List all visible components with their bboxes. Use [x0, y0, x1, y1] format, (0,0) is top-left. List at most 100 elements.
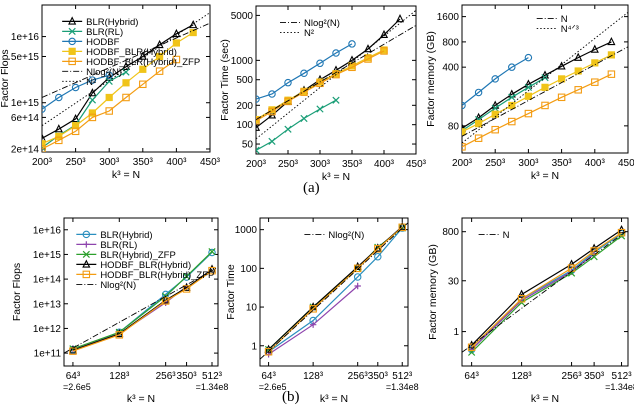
data-point-a1-0 [121, 61, 131, 70]
legend-marker-b1 [82, 230, 91, 239]
y-tick-label-b2: 1 [251, 341, 257, 352]
legend-entry-b1: HODBF_BLR(Hybrid)_ZFP [100, 270, 214, 281]
y-tick-label-a2: 500 [236, 75, 253, 86]
caption-b: (b) [282, 389, 300, 405]
data-point-a2-1 [316, 105, 324, 113]
chart-b2: 64³=2.6e5 128³ 256³ 350³ 512³=1.34e8 1 10 100 10… [225, 217, 419, 405]
x-tick-label-b3: 256³ [562, 371, 583, 382]
legend-marker-a1 [68, 16, 77, 25]
data-point-a3-4 [491, 125, 499, 134]
data-point-a2-1 [268, 137, 276, 145]
x-tick-label-b1: 256³ [156, 371, 177, 382]
legend-entry-b1: Nlog²(N) [100, 280, 136, 291]
data-point-a1-2 [71, 83, 80, 92]
y-tick-label-a2: 100 [236, 120, 253, 131]
data-point-a2-1 [332, 96, 340, 104]
x-tick-label-b1: 64³ [66, 371, 81, 382]
x-tick-label-b2: 512³ [392, 371, 413, 382]
series-group-a3 [462, 11, 628, 151]
data-point-b2-4 [309, 305, 317, 313]
data-point-a3-4 [508, 117, 516, 126]
y-tick-label-a1: 2e+14 [11, 144, 40, 155]
y-axis-label-a1: Factor Flops [0, 49, 11, 107]
series-line-a1-0 [42, 24, 194, 139]
data-point-a2-4 [380, 47, 388, 55]
data-point-a3-2 [524, 53, 533, 62]
data-point-a3-1 [491, 104, 499, 112]
plot-frame-a3 [461, 4, 629, 154]
y-tick-label-b2: 10 [246, 303, 258, 314]
x-tick-label-a1: 450³ [200, 157, 221, 168]
data-point-b2-0 [353, 273, 362, 281]
data-point-b1-4 [161, 297, 170, 305]
series-line-a2-5 [256, 25, 416, 120]
x-tick-label-b2: 128³ [303, 371, 324, 382]
data-point-a1-3 [88, 109, 96, 117]
x-tick-label-a2: 450³ [406, 159, 427, 170]
y-axis-label-b3: Factor memory (GB) [427, 244, 439, 340]
data-point-a2-2 [300, 69, 308, 78]
y-tick-label-b2: 1000 [235, 225, 258, 236]
data-point-a1-0 [54, 124, 63, 133]
data-point-a3-3 [607, 51, 616, 59]
x-tick-label-b1: 512³ [202, 371, 223, 382]
legend-marker-b1 [83, 241, 90, 248]
data-point-a1-0 [138, 51, 147, 60]
data-point-a3-3 [474, 120, 483, 128]
x-tick-label-a2: 350³ [342, 159, 363, 170]
data-point-a3-0 [607, 36, 616, 46]
y-tick-label-a3: 400 [442, 63, 459, 74]
x-axis-label-b2: k³ = N [320, 393, 348, 405]
data-point-a3-4 [591, 78, 599, 86]
x-axis-label-a1: k³ = N [112, 169, 140, 181]
x-tick-label-b1: 128³ [109, 371, 130, 382]
x-tick-label-a1: 250³ [66, 157, 87, 168]
chart-b1: 64³=2.6e5 128³ 256³ 350³ 512³=1.34e8 1e+11 1e+… [11, 217, 228, 405]
data-point-b1-0 [208, 248, 216, 257]
y-tick-label-b1: 1e+16 [33, 225, 62, 236]
x-tick-label-b2: 350³ [368, 371, 389, 382]
data-point-a1-0 [189, 19, 198, 29]
data-point-b1-2 [182, 272, 191, 280]
x-axis-label-b1: k³ = N [127, 393, 155, 405]
data-point-a3-1 [524, 83, 533, 91]
data-point-a1-3 [55, 132, 63, 140]
legend-entry-b1: BLR(Hybrid)_ZFP [100, 250, 176, 261]
legend-marker-a1 [68, 47, 76, 55]
data-point-b1-4 [69, 347, 77, 355]
x-tick-label-b2: 64³ [261, 371, 276, 382]
data-point-a3-3 [574, 67, 582, 75]
x-axis-label-a2: k³ = N [322, 171, 350, 183]
data-point-a2-1 [300, 114, 308, 123]
data-point-a1-3 [189, 28, 197, 37]
data-point-a3-0 [574, 52, 583, 61]
data-point-a1-4 [71, 127, 80, 136]
data-point-a2-2 [256, 95, 260, 103]
data-point-a1-4 [139, 80, 147, 89]
data-point-a3-3 [591, 59, 599, 67]
series-line-b1-3 [72, 268, 213, 351]
data-point-b2-4 [374, 245, 382, 253]
y-tick-label-a3: 80 [448, 121, 460, 132]
data-point-a2-4 [348, 63, 356, 72]
data-point-a1-3 [172, 39, 180, 47]
plot-frame-b3 [461, 217, 629, 367]
data-point-a2-4 [256, 117, 260, 125]
series-line-a3-3 [462, 54, 612, 133]
data-point-a1-4 [88, 113, 97, 122]
data-point-a2-0 [363, 44, 373, 53]
data-point-b2-1 [309, 321, 317, 328]
data-point-a3-4 [462, 143, 466, 151]
x-tick-label-b3: 350³ [584, 371, 605, 382]
data-point-a3-3 [508, 101, 516, 110]
data-point-a2-2 [348, 40, 356, 48]
data-point-a1-4 [172, 55, 181, 64]
y-tick-label-b1: 1e+15 [33, 250, 62, 261]
y-tick-label-b3: 800 [442, 227, 459, 238]
series-group-b3 [462, 225, 628, 356]
data-point-b2-4 [398, 223, 406, 232]
chart-a1: 200³ 250³ 300³ 350³ 400³ 450³ 2e+14 6e+14 1e+15 5… [0, 4, 221, 181]
data-point-a2-0 [379, 29, 389, 39]
